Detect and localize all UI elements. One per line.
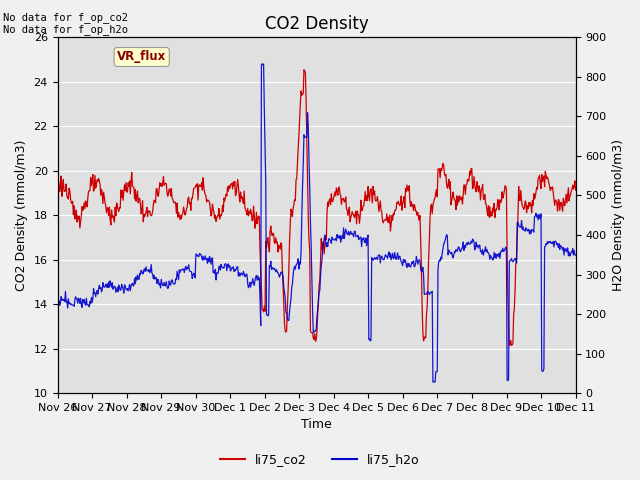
Line: li75_h2o: li75_h2o <box>58 64 575 382</box>
li75_h2o <box>380 257 388 263</box>
li75_h2o <box>572 252 579 258</box>
li75_co2 <box>116 205 124 211</box>
li75_co2 <box>63 193 71 199</box>
li75_co2 <box>396 202 403 207</box>
Text: No data for f_op_co2
No data for f_op_h2o: No data for f_op_co2 No data for f_op_h2… <box>3 12 128 36</box>
li75_h2o <box>429 379 436 385</box>
li75_h2o <box>63 299 71 304</box>
li75_h2o <box>54 299 61 304</box>
Y-axis label: H2O Density (mmol/m3): H2O Density (mmol/m3) <box>612 139 625 291</box>
Legend: li75_co2, li75_h2o: li75_co2, li75_h2o <box>215 448 425 471</box>
li75_co2 <box>169 196 177 202</box>
li75_h2o <box>396 254 403 260</box>
Y-axis label: CO2 Density (mmol/m3): CO2 Density (mmol/m3) <box>15 140 28 291</box>
Title: CO2 Density: CO2 Density <box>265 15 369 33</box>
li75_co2 <box>508 343 515 348</box>
li75_co2 <box>196 183 204 189</box>
li75_co2 <box>572 187 579 193</box>
li75_co2 <box>300 67 308 72</box>
li75_h2o <box>259 61 266 67</box>
li75_h2o <box>116 288 124 293</box>
Text: VR_flux: VR_flux <box>117 50 166 63</box>
li75_co2 <box>54 189 61 195</box>
X-axis label: Time: Time <box>301 419 332 432</box>
Line: li75_co2: li75_co2 <box>58 70 575 346</box>
li75_h2o <box>196 251 204 257</box>
li75_h2o <box>169 280 177 286</box>
li75_co2 <box>380 218 388 224</box>
